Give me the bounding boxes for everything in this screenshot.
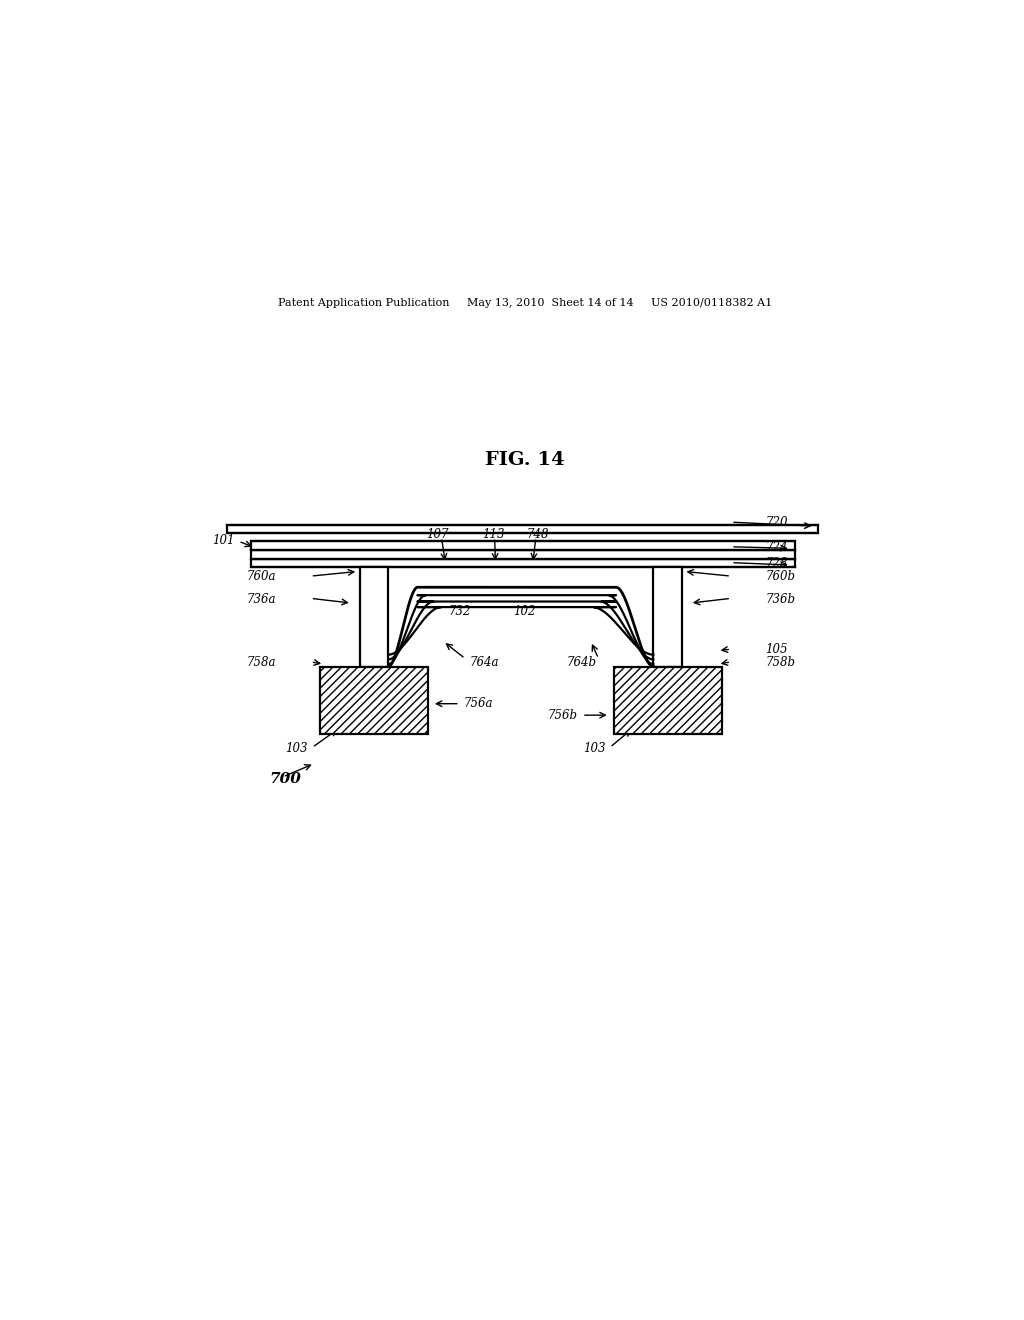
Text: 103: 103 <box>584 742 606 755</box>
Text: 736b: 736b <box>765 593 796 606</box>
Bar <box>653 568 682 667</box>
Text: 748: 748 <box>526 528 549 541</box>
Text: 720: 720 <box>765 516 787 529</box>
Text: 758b: 758b <box>765 656 796 669</box>
Text: 764b: 764b <box>566 656 596 669</box>
Bar <box>251 541 795 550</box>
Bar <box>251 558 795 568</box>
Text: 760b: 760b <box>765 570 796 583</box>
Text: Patent Application Publication     May 13, 2010  Sheet 14 of 14     US 2010/0118: Patent Application Publication May 13, 2… <box>278 298 772 308</box>
Bar <box>613 667 722 734</box>
Bar <box>321 667 428 734</box>
Text: 107: 107 <box>426 528 449 541</box>
Text: 758a: 758a <box>247 656 276 669</box>
Text: 700: 700 <box>269 772 301 787</box>
Text: 764a: 764a <box>469 656 499 669</box>
Text: 736a: 736a <box>247 593 276 606</box>
Text: 113: 113 <box>482 528 504 541</box>
Text: 760a: 760a <box>247 570 276 583</box>
Text: 102: 102 <box>514 605 536 618</box>
Text: 732: 732 <box>449 605 471 618</box>
Bar <box>227 525 818 533</box>
Text: 724: 724 <box>765 541 787 554</box>
Text: 756a: 756a <box>464 697 494 710</box>
Bar <box>251 550 795 558</box>
Text: 105: 105 <box>765 643 787 656</box>
Text: 728: 728 <box>765 557 787 570</box>
Bar <box>359 568 388 667</box>
Text: 756b: 756b <box>548 709 578 722</box>
Text: FIG. 14: FIG. 14 <box>485 451 564 470</box>
Text: 101: 101 <box>213 533 236 546</box>
Text: 103: 103 <box>286 742 308 755</box>
